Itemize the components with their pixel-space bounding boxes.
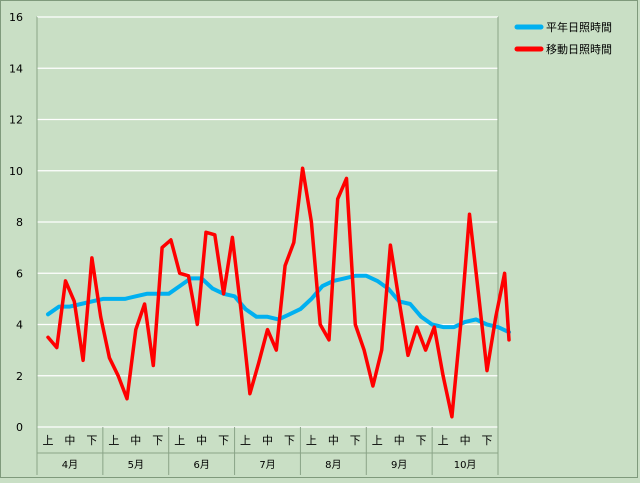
x-dekad-label: 上 [438,434,449,447]
x-dekad-label: 下 [86,434,97,447]
x-dekad-label: 中 [460,434,471,447]
y-axis-tick-labels: 0 2 4 6 8 10 12 14 16 [9,11,23,434]
x-month-label: 8月 [325,459,341,471]
x-dekad-label: 上 [372,434,383,447]
y-tick-label: 10 [9,165,23,178]
x-dekad-label: 上 [42,434,53,447]
x-dekad-label: 上 [306,434,317,447]
moving-sunshine-line [46,166,511,419]
gridlines [37,16,498,428]
x-dekad-label: 上 [240,434,251,447]
x-dekad-label: 下 [218,434,229,447]
legend-label: 平年日照時間 [546,20,612,34]
x-month-label: 7月 [259,459,275,471]
y-tick-label: 16 [9,11,23,24]
y-tick-label: 2 [16,370,23,383]
x-dekad-label: 下 [482,434,493,447]
x-dekad-label: 中 [328,434,339,447]
y-tick-label: 8 [16,216,23,229]
x-month-label: 5月 [128,459,144,471]
y-tick-label: 0 [16,421,23,434]
x-dekad-label: 中 [196,434,207,447]
x-month-label: 6月 [193,459,209,471]
x-month-label: 9月 [391,459,407,471]
x-axis: 上中下上中下上中下上中下上中下上中下上中下4月 5月 6月 7月 8月 9月 10月 [36,17,499,475]
y-tick-label: 14 [9,62,23,75]
x-dekad-label: 上 [174,434,185,447]
legend-label: 移動日照時間 [546,42,612,56]
y-tick-label: 6 [16,267,23,280]
x-dekad-label: 下 [350,434,361,447]
x-dekad-label: 下 [152,434,163,447]
x-dekad-label: 上 [108,434,119,447]
series-lines [46,166,511,419]
x-month-label: 4月 [62,459,78,471]
x-month-label: 10月 [454,459,477,471]
x-dekad-label: 中 [394,434,405,447]
x-dekad-label: 中 [262,434,273,447]
x-dekad-label: 中 [130,434,141,447]
y-tick-label: 12 [9,114,23,127]
y-tick-label: 4 [16,319,23,332]
x-dekad-label: 下 [416,434,427,447]
x-dekad-label: 中 [64,434,75,447]
x-dekad-label: 下 [284,434,295,447]
